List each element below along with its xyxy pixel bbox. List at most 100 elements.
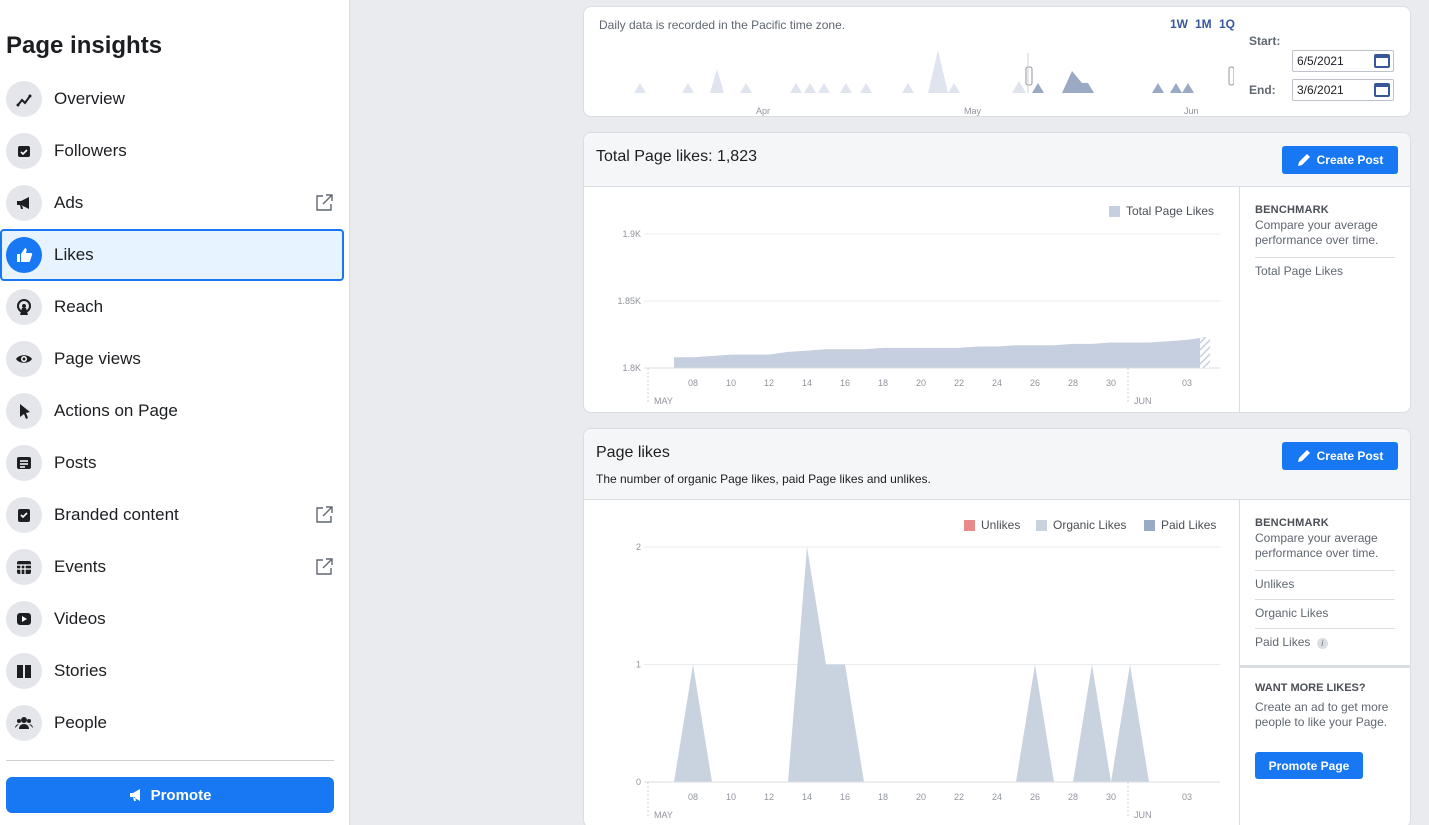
promote-button-label: Promote <box>150 786 212 804</box>
sidebar-item-label: Branded content <box>54 505 179 524</box>
end-date-input[interactable] <box>1292 79 1394 101</box>
sidebar-item-overview[interactable]: Overview <box>0 73 344 125</box>
spark-peak-selected <box>1032 83 1044 93</box>
promote-panel: WANT MORE LIKES? Create an ad to get mor… <box>1239 665 1410 825</box>
create-post-button[interactable]: Create Post <box>1282 146 1398 174</box>
calendar-icon[interactable] <box>1374 54 1390 68</box>
promote-button[interactable]: Promote <box>6 777 334 813</box>
x-tick-label: 18 <box>878 378 888 388</box>
x-tick-label: 03 <box>1182 792 1192 802</box>
want-more-text: Create an ad to get more people to like … <box>1255 700 1389 729</box>
book-icon <box>6 653 42 689</box>
sidebar-item-people[interactable]: People <box>0 697 344 749</box>
x-tick-label: 28 <box>1068 792 1078 802</box>
sidebar-item-label: Reach <box>54 297 104 316</box>
want-more-title: WANT MORE LIKES? <box>1255 682 1366 694</box>
promote-page-button[interactable]: Promote Page <box>1255 752 1363 779</box>
timezone-note: Daily data is recorded in the Pacific ti… <box>599 18 846 32</box>
info-icon[interactable]: i <box>1316 638 1328 649</box>
spark-peak <box>804 83 816 93</box>
legend-label: Unlikes <box>981 518 1021 532</box>
legend-label: Organic Likes <box>1053 518 1127 532</box>
sidebar-item-label: Actions on Page <box>54 401 178 420</box>
start-date-input[interactable] <box>1292 50 1394 72</box>
spark-peak <box>948 83 960 93</box>
spark-peak <box>818 83 830 93</box>
spark-peak <box>902 83 914 93</box>
x-tick-label: 22 <box>954 378 964 388</box>
sidebar-item-reach[interactable]: Reach <box>0 281 344 333</box>
benchmark-panel: BENCHMARK Compare your average performan… <box>1239 500 1410 665</box>
spark-peak <box>928 50 948 93</box>
series-area-total-page-likes[interactable] <box>674 337 1206 368</box>
x-tick-label: 10 <box>726 792 736 802</box>
calendar-icon[interactable] <box>1374 83 1390 97</box>
range-handle-left <box>1025 66 1033 86</box>
x-tick-label: 30 <box>1106 378 1116 388</box>
benchmark-text: Compare your average performance over ti… <box>1255 218 1379 247</box>
eye-icon <box>6 341 42 377</box>
benchmark-item[interactable]: Total Page Likes <box>1255 257 1395 278</box>
sidebar-item-followers[interactable]: Followers <box>0 125 344 177</box>
x-tick-label: 24 <box>992 792 1002 802</box>
legend-label: Total Page Likes <box>1126 204 1215 218</box>
range-1m-button[interactable]: 1M <box>1195 17 1212 31</box>
card-header: Page likes The number of organic Page li… <box>584 429 1410 500</box>
sidebar-item-branded-content[interactable]: Branded content <box>0 489 344 541</box>
range-1w-button[interactable]: 1W <box>1170 17 1188 31</box>
range-sparkline[interactable]: Apr May Jun <box>614 45 1234 117</box>
benchmark-text: Compare your average performance over ti… <box>1255 531 1379 560</box>
spark-peak <box>1012 81 1026 93</box>
spark-peak <box>860 83 872 93</box>
external-link-icon[interactable] <box>314 505 334 525</box>
spark-peak-selected <box>1170 83 1182 93</box>
benchmark-item[interactable]: Organic Likes <box>1255 599 1395 620</box>
x-tick-label: 24 <box>992 378 1002 388</box>
spark-month-label: Jun <box>1184 106 1199 116</box>
spark-peak <box>790 83 802 93</box>
benchmark-item-label: Paid Likes <box>1255 635 1311 649</box>
sidebar-nav: Overview Followers Ads Likes Reach Page views… <box>0 73 350 749</box>
range-handle-right <box>1228 66 1234 86</box>
range-1q-button[interactable]: 1Q <box>1219 17 1236 31</box>
external-link-icon[interactable] <box>314 557 334 577</box>
cursor-icon <box>6 393 42 429</box>
thumbs-up-icon <box>6 237 42 273</box>
sidebar-item-likes[interactable]: Likes <box>0 229 344 281</box>
benchmark-item[interactable]: Unlikes <box>1255 570 1395 591</box>
sidebar-divider <box>6 760 334 761</box>
sidebar-item-actions-on-page[interactable]: Actions on Page <box>0 385 344 437</box>
calendar-icon <box>6 549 42 585</box>
y-tick-label: 1 <box>636 660 641 670</box>
pencil-icon <box>1297 450 1310 462</box>
benchmark-title: BENCHMARK <box>1255 517 1329 529</box>
benchmark-item[interactable]: Paid Likes i <box>1255 628 1395 649</box>
legend-label: Paid Likes <box>1161 518 1217 532</box>
y-tick-label: 1.85K <box>617 296 641 306</box>
x-tick-label: 14 <box>802 792 812 802</box>
sidebar-item-page-views[interactable]: Page views <box>0 333 344 385</box>
external-link-icon[interactable] <box>314 193 334 213</box>
end-label: End: <box>1249 83 1276 97</box>
sidebar-item-ads[interactable]: Ads <box>0 177 344 229</box>
legend-total-likes: Total Page Likes <box>1109 204 1214 218</box>
sidebar-item-events[interactable]: Events <box>0 541 344 593</box>
x-group-label: MAY <box>654 810 673 820</box>
x-tick-label: 18 <box>878 792 888 802</box>
sidebar-item-posts[interactable]: Posts <box>0 437 344 489</box>
overview-icon <box>6 81 42 117</box>
series-area-organic-likes[interactable] <box>674 547 1206 782</box>
x-tick-label: 10 <box>726 378 736 388</box>
sidebar-item-stories[interactable]: Stories <box>0 645 344 697</box>
sidebar-item-label: Stories <box>54 661 107 680</box>
sidebar-item-videos[interactable]: Videos <box>0 593 344 645</box>
create-post-button[interactable]: Create Post <box>1282 442 1398 470</box>
x-tick-label: 30 <box>1106 792 1116 802</box>
spark-peak-selected <box>1152 83 1164 93</box>
x-group-label: JUN <box>1134 810 1152 820</box>
megaphone-icon <box>129 789 140 801</box>
followers-icon <box>6 133 42 169</box>
total-likes-chart[interactable]: 1.8K 1.85K 1.9K 08 10 12 14 16 18 20 22 24 26 28 30 03 M… <box>584 187 1240 413</box>
date-range-card: Daily data is recorded in the Pacific ti… <box>583 6 1411 117</box>
